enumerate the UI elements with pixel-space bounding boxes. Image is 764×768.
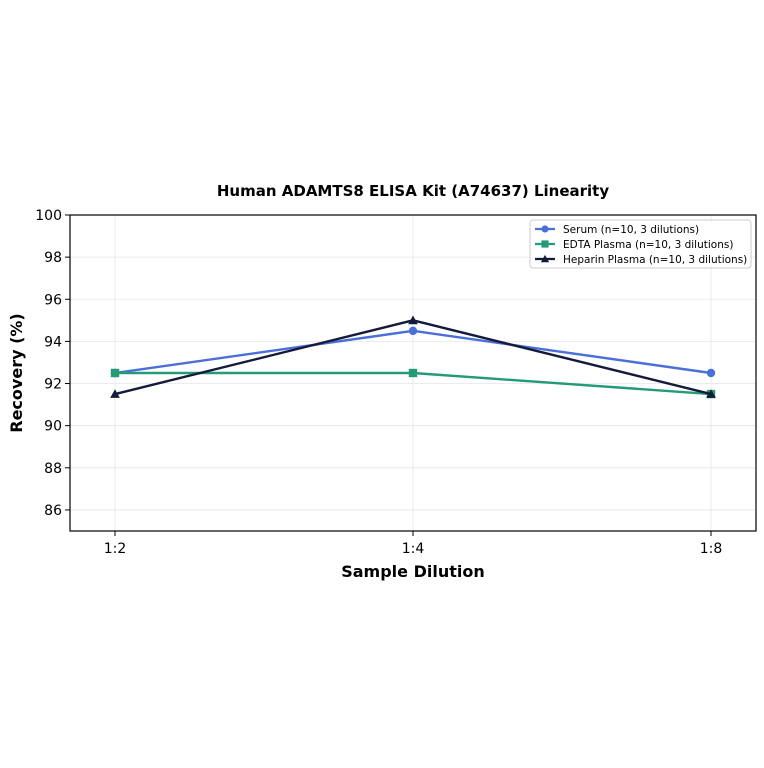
x-tick-label: 1:4 [402,541,425,557]
data-point [110,389,120,398]
y-tick-label: 94 [44,334,62,350]
data-point [408,368,418,378]
x-tick-label: 1:2 [104,541,127,557]
legend-swatch-marker [540,254,550,263]
data-point [408,315,418,325]
legend-label: Serum (n=10, 3 dilutions) [563,224,699,236]
legend-entry: Serum (n=10, 3 dilutions) [535,224,699,236]
data-point [408,326,418,336]
y-tick-label: 96 [44,292,62,308]
series-layer [110,315,716,399]
legend-entry: Heparin Plasma (n=10, 3 dilutions) [535,254,747,266]
y-tick-label: 90 [44,419,62,435]
x-tick-label: 1:8 [700,541,723,557]
axis-layer: 86 88 90 92 94 96 98 100 1:2 1:4 1:8 [35,208,722,557]
x-axis-label: Sample Dilution [341,562,485,581]
y-tick-label: 100 [35,208,62,224]
series-3 [110,315,716,398]
chart-title: Human ADAMTS8 ELISA Kit (A74637) Lineari… [217,182,609,200]
y-tick-label: 88 [44,461,62,477]
legend-entry: EDTA Plasma (n=10, 3 dilutions) [535,239,733,251]
legend: Serum (n=10, 3 dilutions) EDTA Plasma (n=… [529,219,752,269]
data-point [110,368,120,378]
legend-swatch-marker [541,225,549,233]
legend-frame [529,219,752,269]
data-point [706,389,716,398]
y-tick-label: 92 [44,377,62,393]
legend-label: EDTA Plasma (n=10, 3 dilutions) [563,239,733,251]
y-axis-label: Recovery (%) [7,313,26,432]
legend-label: Heparin Plasma (n=10, 3 dilutions) [563,254,747,266]
data-point [706,368,716,378]
legend-swatch-marker [541,240,549,248]
y-tick-label: 86 [44,503,62,519]
y-tick-label: 98 [44,250,62,266]
